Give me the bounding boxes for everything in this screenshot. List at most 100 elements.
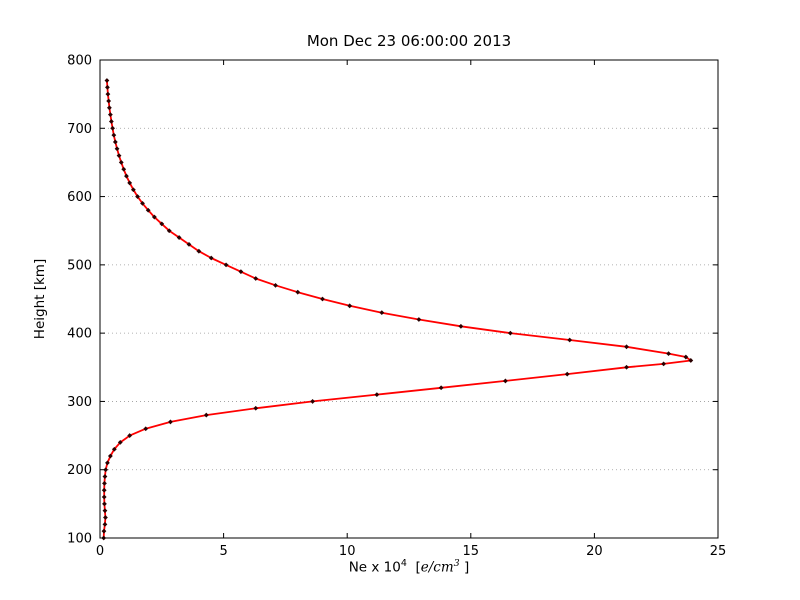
x-label-unit-exponent: 3 [453,558,460,569]
diamond-marker [458,323,464,329]
diamond-marker [203,412,209,418]
diamond-marker [320,296,325,302]
x-label-bracket-open: [ [406,559,421,576]
diamond-marker [102,521,108,527]
diamond-marker [112,139,118,145]
y-tick-label: 100 [67,532,92,547]
x-tick-label: 20 [586,544,603,559]
diamond-marker [624,364,629,370]
diamond-marker [103,515,108,520]
diamond-marker [130,187,136,193]
diamond-marker [114,146,120,152]
grid-lines [100,127,718,471]
diamond-marker [295,289,301,295]
diamond-marker [102,480,107,486]
diamond-marker [101,494,107,500]
y-tick-label: 500 [67,258,92,273]
diamond-marker [253,405,259,411]
profile-line [102,79,692,539]
diamond-marker [238,269,244,275]
x-label-bracket-close: ] [459,559,470,576]
x-label-exponent: 4 [400,558,407,569]
diamond-marker [196,248,202,254]
diamond-marker [127,180,133,186]
diamond-marker [176,235,182,240]
diamond-marker [105,91,111,97]
series-line [102,79,692,539]
x-tick-label: 5 [219,544,227,559]
diamond-marker [101,528,107,534]
diamond-marker [135,194,140,199]
diamond-marker [159,221,165,227]
y-tick-label: 400 [67,327,92,342]
axis-frame [99,59,719,539]
diamond-marker [102,508,108,514]
diamond-marker [105,460,110,466]
diamond-marker [661,361,667,367]
diamond-marker [103,467,109,473]
diamond-marker [127,433,133,438]
diamond-marker [186,241,192,247]
x-tick-label: 0 [96,544,104,559]
diamond-marker [102,501,107,507]
diamond-marker [108,119,114,124]
diamond-marker [683,354,689,360]
diamond-marker [567,337,573,343]
diamond-marker [151,214,157,220]
diamond-marker [688,358,694,363]
diamond-marker [168,419,173,425]
y-tick-label: 300 [67,395,92,410]
y-tick-label: 700 [67,122,92,137]
diamond-marker [111,446,117,452]
diamond-marker [118,160,124,165]
diamond-marker [102,474,108,479]
y-axis-label: Height [km] [32,258,48,340]
diamond-marker [107,453,113,459]
diamond-marker [347,303,353,309]
diamond-marker [106,105,112,111]
diamond-marker [379,310,385,316]
x-tick-label: 15 [463,544,480,559]
diamond-marker [124,173,129,179]
diamond-marker [253,276,259,281]
diamond-marker [624,344,629,350]
data-markers [101,78,694,541]
diamond-marker [438,385,444,391]
y-tick-label: 800 [67,54,92,69]
diamond-marker [140,201,145,206]
diamond-marker [116,153,122,158]
diamond-marker [507,330,513,336]
diamond-marker [106,98,112,104]
diamond-marker [564,371,570,377]
diamond-marker [111,132,117,138]
x-tick-label: 10 [339,544,356,559]
x-label-prefix: Ne x 10 [348,559,401,576]
chart-title: Mon Dec 23 06:00:00 2013 [306,32,512,50]
diamond-marker [503,378,508,384]
diamond-marker [105,84,110,90]
diamond-marker [110,125,116,131]
diamond-marker [101,487,107,493]
diamond-marker [121,166,127,172]
x-axis-label: Ne x 104 [e/cm3 ] [100,558,718,576]
diamond-marker [374,392,380,397]
y-tick-label: 600 [67,190,92,205]
diamond-marker [208,255,214,261]
diamond-marker [143,426,149,432]
diamond-marker [273,282,278,288]
diamond-marker [145,207,151,213]
y-tick-label: 200 [67,463,92,478]
diamond-marker [666,351,671,357]
axis-ticks [99,59,719,539]
diamond-marker [104,78,110,83]
tick-labels: 0 5 10 15 20 25 100 200 300 400 500 600 700 800 [67,54,726,560]
x-label-unit: e/cm [420,559,454,576]
x-tick-label: 25 [710,544,727,559]
diamond-marker [416,317,422,322]
diamond-marker [166,228,172,234]
diamond-marker [107,112,113,118]
diamond-marker [223,262,229,268]
diamond-marker [310,399,315,404]
